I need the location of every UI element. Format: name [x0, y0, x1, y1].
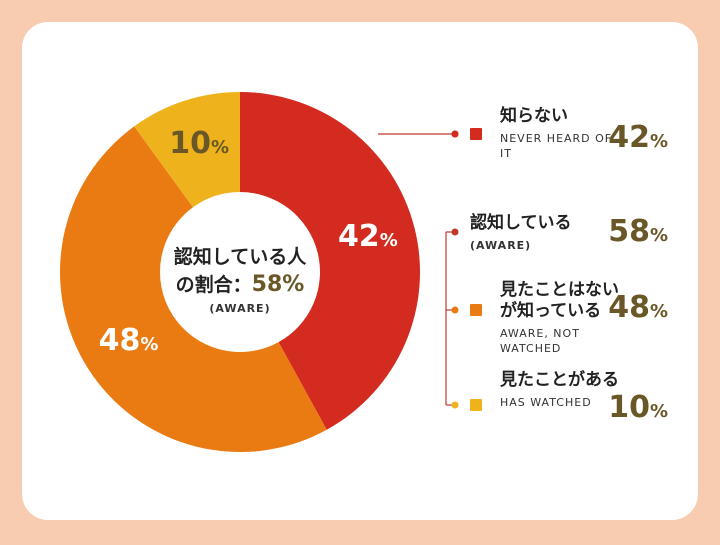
legend-sublabel: AWARE, NOT WATCHED	[500, 327, 580, 355]
connector-dots	[451, 130, 459, 236]
legend-marker	[470, 128, 482, 140]
slice-label: 42%	[337, 219, 398, 255]
legend-item: 見たことはないが知っている AWARE, NOT WATCHED	[500, 280, 625, 356]
legend-item: 見たことがある HAS WATCHED	[500, 370, 625, 410]
legend-sublabel: HAS WATCHED	[500, 396, 592, 409]
legend-label: 見たことがある	[500, 370, 619, 390]
legend-marker	[470, 304, 482, 316]
group-name: 認知している	[470, 213, 572, 233]
center-label: 認知している人の割合：58% (AWARE)	[165, 243, 315, 316]
slice	[134, 92, 240, 208]
slice	[59, 126, 327, 453]
center-value: 58%	[251, 272, 305, 297]
legend-value: 42%	[608, 120, 668, 155]
center-note: (AWARE)	[209, 302, 271, 315]
legend-sublabel: NEVER HEARD OF IT	[500, 132, 613, 160]
legend-label: 見たことはないが知っている	[500, 280, 619, 321]
legend-label: 知らない	[500, 106, 568, 126]
legend-dot	[451, 130, 459, 138]
legend-dot	[451, 306, 459, 314]
group-value: 58%	[608, 214, 668, 249]
center-title: 認知している人の割合：	[173, 246, 307, 296]
legend-value: 10%	[608, 390, 668, 425]
legend-marker	[470, 399, 482, 411]
legend-value: 48%	[608, 290, 668, 325]
legend-dot	[451, 401, 459, 409]
slice	[240, 92, 420, 430]
legend-item: 知らない NEVER HEARD OF IT	[500, 106, 625, 161]
connectors	[378, 133, 455, 406]
slice-label: 10%	[169, 126, 230, 162]
group-note: (AWARE)	[470, 239, 532, 252]
slice-label: 48%	[98, 322, 159, 358]
